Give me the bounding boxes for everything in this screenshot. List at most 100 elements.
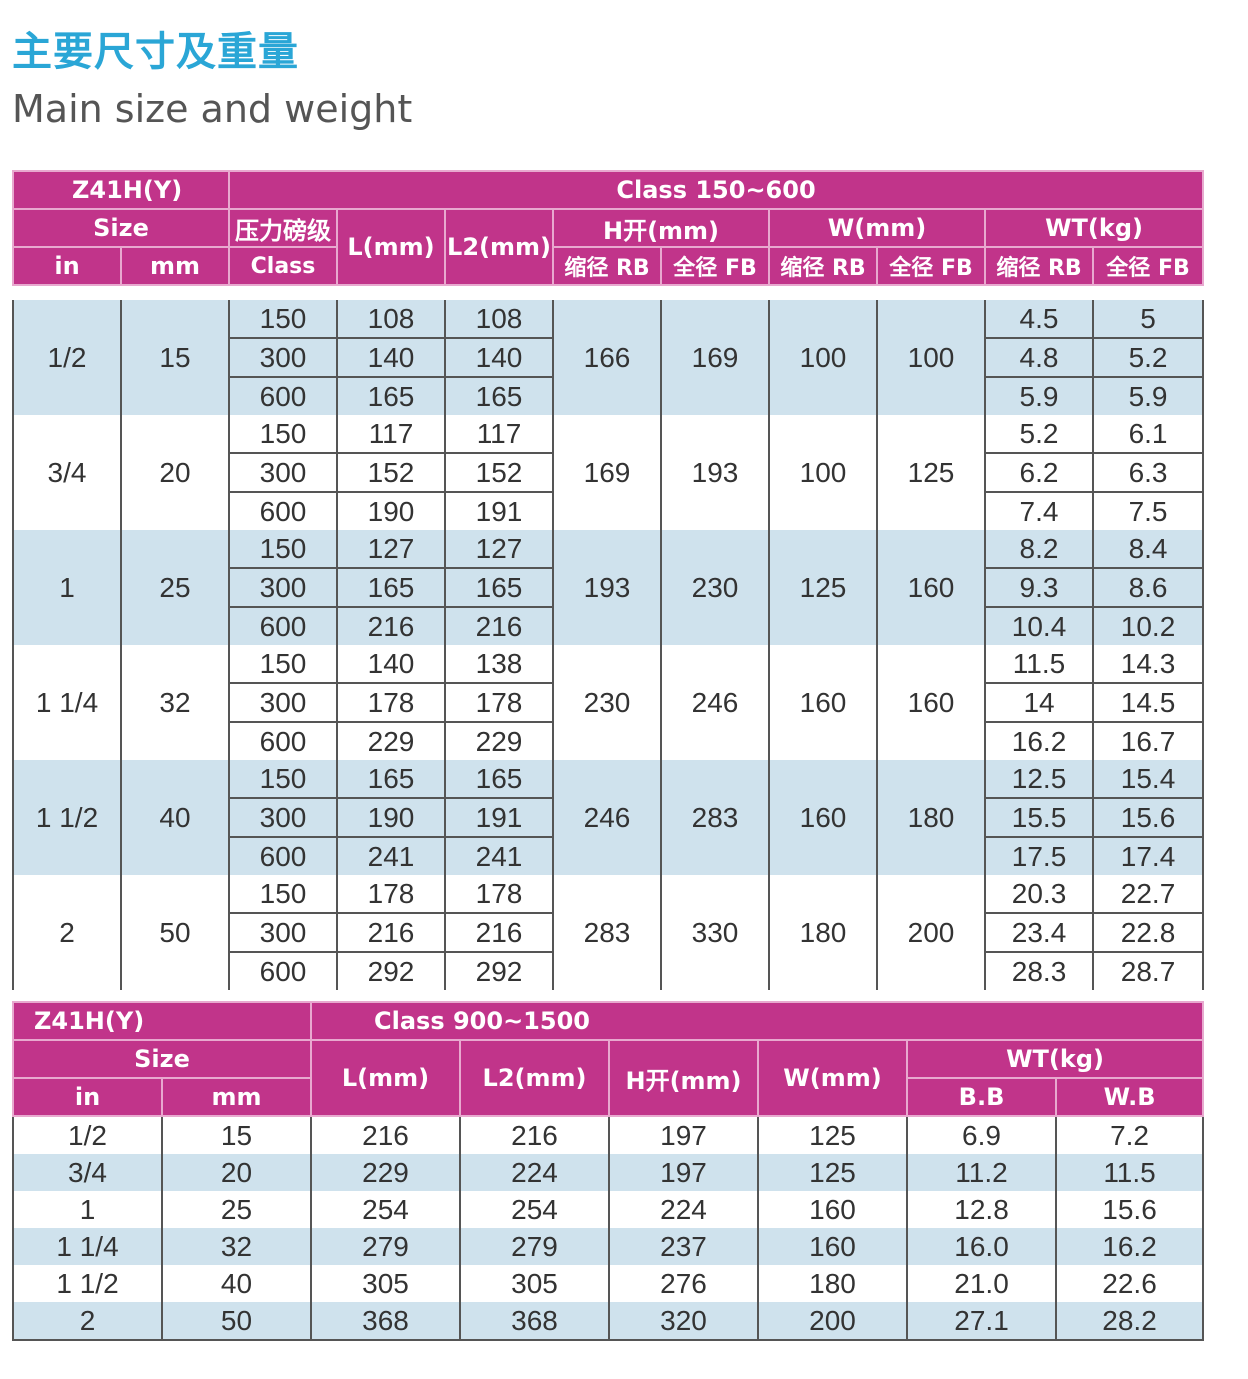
class-cell: 300: [228, 798, 339, 838]
w-fb-cell: 125: [876, 415, 987, 530]
h-cell: 276: [608, 1265, 760, 1302]
l-cell: 292: [336, 952, 447, 990]
h-fb-cell: 169: [660, 300, 771, 415]
wt-fb-cell: 6.1: [1092, 415, 1205, 454]
class-cell: 150: [228, 875, 339, 914]
wt-rb-cell: 12.5: [984, 760, 1095, 799]
wt-rb-cell: 11.5: [984, 645, 1095, 684]
l2-cell: 216: [459, 1116, 611, 1154]
wt-fb-cell: 10.2: [1092, 607, 1205, 645]
wt-rb-cell: 28.3: [984, 952, 1095, 990]
w-cell: 180: [757, 1265, 909, 1302]
l2-cell: 165: [444, 377, 555, 415]
table2-w-header: W(mm): [757, 1039, 909, 1117]
h-rb-cell: 193: [552, 530, 663, 645]
wt-rb-cell: 20.3: [984, 875, 1095, 914]
wt-rb-cell: 6.2: [984, 453, 1095, 493]
w-cell: 125: [757, 1116, 909, 1154]
h-cell: 224: [608, 1191, 760, 1228]
wt-rb-cell: 23.4: [984, 913, 1095, 953]
class-cell: 300: [228, 683, 339, 723]
l-cell: 165: [336, 568, 447, 608]
l2-cell: 138: [444, 645, 555, 684]
table1-l2-header: L2(mm): [444, 208, 555, 286]
wt-wb-cell: 16.2: [1055, 1228, 1205, 1265]
wt-rb-cell: 4.8: [984, 338, 1095, 378]
size-in-cell: 3/4: [12, 415, 122, 530]
l2-cell: 216: [444, 607, 555, 645]
wt-rb-cell: 16.2: [984, 722, 1095, 760]
w-fb-cell: 100: [876, 300, 987, 415]
size-mm-cell: 50: [119, 875, 231, 990]
table2-class-range-header: Class 900~1500: [310, 1001, 1205, 1041]
w-fb-cell: 160: [876, 645, 987, 760]
table2-in-header: in: [12, 1077, 163, 1117]
page-title-english: Main size and weight: [12, 87, 413, 131]
l-cell: 165: [336, 377, 447, 415]
l2-cell: 178: [444, 683, 555, 723]
h-cell: 197: [608, 1116, 760, 1154]
l2-cell: 368: [459, 1302, 611, 1341]
class-cell: 150: [228, 300, 339, 339]
l-cell: 229: [336, 722, 447, 760]
w-rb-cell: 100: [768, 300, 879, 415]
wt-fb-cell: 8.6: [1092, 568, 1205, 608]
table-row: 1 25 254 254 224 160 12.8 15.6: [12, 1191, 1205, 1228]
l-cell: 178: [336, 875, 447, 914]
wt-wb-cell: 7.2: [1055, 1116, 1205, 1154]
wt-fb-cell: 5.2: [1092, 338, 1205, 378]
h-fb-cell: 283: [660, 760, 771, 875]
wt-rb-cell: 4.5: [984, 300, 1095, 339]
l2-cell: 254: [459, 1191, 611, 1228]
table2-l-header: L(mm): [310, 1039, 462, 1117]
size-weight-table-class-900-1500: Z41H(Y) Class 900~1500 Size L(mm) L2(mm)…: [11, 1001, 1205, 1341]
wt-fb-cell: 28.7: [1092, 952, 1205, 990]
table1-h-header: H开(mm): [552, 208, 771, 248]
table2-h-header: H开(mm): [608, 1039, 760, 1117]
w-cell: 160: [757, 1228, 909, 1265]
wt-fb-cell: 22.7: [1092, 875, 1205, 914]
size-in-cell: 1/2: [12, 1116, 163, 1154]
class-cell: 300: [228, 568, 339, 608]
wt-fb-cell: 17.4: [1092, 837, 1205, 875]
size-weight-table-class-150-600: Z41H(Y) Class 150~600 Size 压力磅级 L(mm) L2…: [11, 170, 1205, 990]
size-mm-cell: 25: [160, 1191, 313, 1228]
wt-fb-cell: 15.4: [1092, 760, 1205, 799]
wt-rb-cell: 17.5: [984, 837, 1095, 875]
wt-fb-cell: 16.7: [1092, 722, 1205, 760]
l-cell: 140: [336, 338, 447, 378]
table2-wt-header: WT(kg): [906, 1039, 1205, 1079]
table1-group: 1 25 150 127 127 193 230 125 160 8.2 8.4…: [12, 530, 1205, 645]
wt-bb-cell: 16.0: [906, 1228, 1058, 1265]
table1-class-range-header: Class 150~600: [228, 170, 1205, 210]
size-in-cell: 2: [12, 1302, 163, 1341]
wt-bb-cell: 12.8: [906, 1191, 1058, 1228]
l2-cell: 165: [444, 568, 555, 608]
table1-w-fb-header: 全径 FB: [876, 246, 987, 286]
l2-cell: 241: [444, 837, 555, 875]
table-row: 1 1/4 32 279 279 237 160 16.0 16.2: [12, 1228, 1205, 1265]
table2-bb-header: B.B: [906, 1077, 1058, 1117]
w-rb-cell: 160: [768, 645, 879, 760]
wt-rb-cell: 10.4: [984, 607, 1095, 645]
wt-fb-cell: 22.8: [1092, 913, 1205, 953]
wt-wb-cell: 22.6: [1055, 1265, 1205, 1302]
table1-group: 1 1/4 32 150 140 138 230 246 160 160 11.…: [12, 645, 1205, 760]
size-mm-cell: 20: [160, 1154, 313, 1191]
l-cell: 305: [310, 1265, 462, 1302]
wt-fb-cell: 5.9: [1092, 377, 1205, 415]
wt-fb-cell: 5: [1092, 300, 1205, 339]
wt-rb-cell: 8.2: [984, 530, 1095, 569]
size-in-cell: 2: [12, 875, 122, 990]
class-cell: 600: [228, 377, 339, 415]
class-cell: 600: [228, 837, 339, 875]
table1-group: 1 1/2 40 150 165 165 246 283 160 180 12.…: [12, 760, 1205, 875]
wt-fb-cell: 6.3: [1092, 453, 1205, 493]
class-cell: 300: [228, 453, 339, 493]
l-cell: 178: [336, 683, 447, 723]
table1-in-header: in: [12, 246, 122, 286]
h-cell: 320: [608, 1302, 760, 1341]
l-cell: 216: [336, 913, 447, 953]
wt-rb-cell: 14: [984, 683, 1095, 723]
wt-fb-cell: 14.3: [1092, 645, 1205, 684]
